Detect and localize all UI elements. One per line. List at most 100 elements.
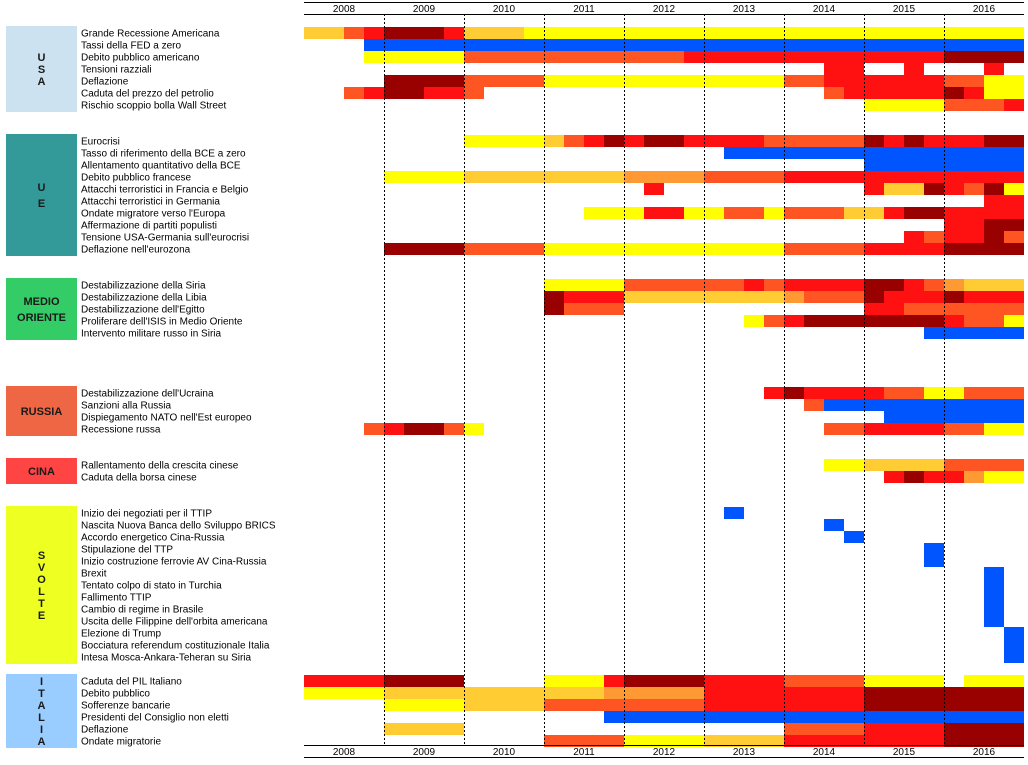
- row-label-inizio-dei-negoziati-per-il-ttip: Inizio dei negoziati per il TTIP: [81, 509, 212, 520]
- segment-sofferenze-bancarie: [384, 699, 464, 711]
- segment-destabilizzazione-dell-egitto: [544, 303, 564, 315]
- row-label-accordo-energetico-cina-russia: Accordo energetico Cina-Russia: [81, 533, 225, 544]
- segment-recessione-russa: [464, 423, 484, 435]
- row-label-presidenti-del-consiglio-non-eletti: Presidenti del Consiglio non eletti: [81, 713, 229, 724]
- segment-caduta-del-pil-italiano: [604, 675, 624, 687]
- segment-caduta-della-borsa-cinese: [924, 471, 964, 483]
- year-tick-label: 2013: [733, 4, 756, 15]
- row-label-uscita-delle-filippine-dell-orbita-americana: Uscita delle Filippine dell'orbita ameri…: [81, 617, 268, 628]
- segments-layer: [6, 26, 1024, 748]
- segment-debito-pubblico: [704, 687, 864, 699]
- segment-sanzioni-alla-russia: [804, 399, 824, 411]
- row-label-destabilizzazione-dell-egitto: Destabilizzazione dell'Egitto: [81, 305, 205, 316]
- segment-attacchi-terroristici-in-francia-e-belgio: [884, 183, 924, 195]
- segment-destabilizzazione-della-siria: [884, 279, 904, 291]
- group-label-svolte: L: [38, 586, 45, 598]
- year-tick-label: 2008: [333, 4, 356, 15]
- segment-destabilizzazione-dell-ucraina: [804, 387, 884, 399]
- row-label-deflazione: Deflazione: [81, 77, 129, 88]
- group-label-medio-oriente: MEDIO: [23, 296, 60, 308]
- segment-recessione-russa: [864, 423, 944, 435]
- segment-ondate-migratore-verso-l-europa: [784, 207, 804, 219]
- group-block-medio-oriente: [6, 278, 77, 340]
- row-label-caduta-del-prezzo-del-petrolio: Caduta del prezzo del petrolio: [81, 89, 214, 100]
- segment-caduta-del-prezzo-del-petrolio: [964, 87, 984, 99]
- segment-deflazione-nell-eurozona: [784, 243, 864, 255]
- segment-eurocrisi: [464, 135, 544, 147]
- segment-destabilizzazione-della-siria: [964, 279, 1024, 291]
- group-label-russia: RUSSIA: [21, 406, 63, 418]
- segment-tensione-usa-germania-sull-eurocrisi: [1004, 231, 1024, 243]
- group-label-italia: A: [38, 736, 46, 748]
- segment-sofferenze-bancarie: [864, 699, 1024, 711]
- segment-eurocrisi: [544, 135, 564, 147]
- segment-caduta-della-borsa-cinese: [884, 471, 904, 483]
- row-label-stipulazione-del-ttp: Stipulazione del TTP: [81, 545, 173, 556]
- segment-deflazione: [784, 75, 824, 87]
- segment-sofferenze-bancarie: [704, 699, 864, 711]
- group-label-cina: CINA: [28, 466, 55, 478]
- group-block-russia: [6, 386, 77, 436]
- segment-caduta-della-borsa-cinese: [964, 471, 984, 483]
- segment-dispiegamento-nato-nell-est-europeo: [884, 411, 1024, 423]
- segment-rallentamento-della-crescita-cinese: [944, 459, 1024, 471]
- segment-attacchi-terroristici-in-francia-e-belgio: [964, 183, 984, 195]
- row-label-sanzioni-alla-russia: Sanzioni alla Russia: [81, 401, 171, 412]
- segment-caduta-del-pil-italiano: [864, 675, 944, 687]
- segment-recessione-russa: [364, 423, 384, 435]
- group-label-italia: I: [40, 724, 43, 736]
- segment-nascita-nuova-banca-dello-sviluppo-brics: [824, 519, 844, 531]
- year-tick-label: 2009: [413, 747, 436, 758]
- segment-proliferare-dell-isis-in-medio-oriente: [804, 315, 884, 327]
- segment-proliferare-dell-isis-in-medio-oriente: [964, 315, 1004, 327]
- row-label-debito-pubblico: Debito pubblico: [81, 689, 150, 700]
- year-tick-label: 2016: [973, 747, 996, 758]
- segment-tensione-usa-germania-sull-eurocrisi: [984, 231, 1004, 243]
- segment-deflazione: [384, 75, 464, 87]
- segment-attacchi-terroristici-in-francia-e-belgio: [864, 183, 884, 195]
- segment-caduta-della-borsa-cinese: [904, 471, 924, 483]
- year-tick-label: 2015: [893, 747, 916, 758]
- segment-destabilizzazione-dell-ucraina: [784, 387, 804, 399]
- row-label-eurocrisi: Eurocrisi: [81, 137, 120, 148]
- row-label-fallimento-ttip: Fallimento TTIP: [81, 593, 152, 604]
- segment-ondate-migratore-verso-l-europa: [904, 207, 944, 219]
- segment-destabilizzazione-della-siria: [924, 279, 944, 291]
- segment-caduta-della-borsa-cinese: [984, 471, 1024, 483]
- segment-caduta-del-prezzo-del-petrolio: [364, 87, 384, 99]
- segment-ondate-migratore-verso-l-europa: [804, 207, 844, 219]
- segment-destabilizzazione-della-libia: [624, 291, 704, 303]
- segment-eurocrisi: [564, 135, 584, 147]
- segment-debito-pubblico-americano: [464, 51, 684, 63]
- segment-ondate-migratorie: [784, 735, 864, 747]
- group-label-ue: U: [38, 182, 46, 194]
- segment-deflazione: [464, 75, 544, 87]
- group-label-svolte: E: [38, 610, 45, 622]
- segment-attacchi-terroristici-in-francia-e-belgio: [944, 183, 964, 195]
- row-label-debito-pubblico-francese: Debito pubblico francese: [81, 173, 192, 184]
- segment-intervento-militare-russo-in-siria: [924, 327, 1024, 339]
- row-label-ondate-migratorie: Ondate migratorie: [81, 737, 161, 748]
- segment-sofferenze-bancarie: [464, 699, 544, 711]
- segment-destabilizzazione-della-siria: [944, 279, 964, 291]
- segment-eurocrisi: [904, 135, 924, 147]
- group-label-usa: A: [38, 76, 46, 88]
- segment-deflazione: [864, 723, 944, 735]
- segment-deflazione: [544, 75, 784, 87]
- year-tick-label: 2011: [573, 4, 595, 15]
- row-label-grande-recessione-americana: Grande Recessione Americana: [81, 29, 220, 40]
- segment-proliferare-dell-isis-in-medio-oriente: [784, 315, 804, 327]
- segment-deflazione-nell-eurozona: [384, 243, 464, 255]
- segment-sofferenze-bancarie: [544, 699, 704, 711]
- segment-deflazione: [984, 75, 1024, 87]
- segment-elezione-di-trump: [1004, 627, 1024, 639]
- segment-deflazione-nell-eurozona: [864, 243, 944, 255]
- year-tick-label: 2014: [813, 4, 836, 15]
- group-block-usa: [6, 26, 77, 112]
- year-tick-label: 2016: [973, 4, 996, 15]
- row-label-intesa-mosca-ankara-teheran-su-siria: Intesa Mosca-Ankara-Teheran su Siria: [81, 653, 252, 664]
- segment-destabilizzazione-dell-ucraina: [924, 387, 964, 399]
- segment-grande-recessione-americana: [364, 27, 384, 39]
- segment-proliferare-dell-isis-in-medio-oriente: [764, 315, 784, 327]
- year-tick-label: 2012: [653, 747, 676, 758]
